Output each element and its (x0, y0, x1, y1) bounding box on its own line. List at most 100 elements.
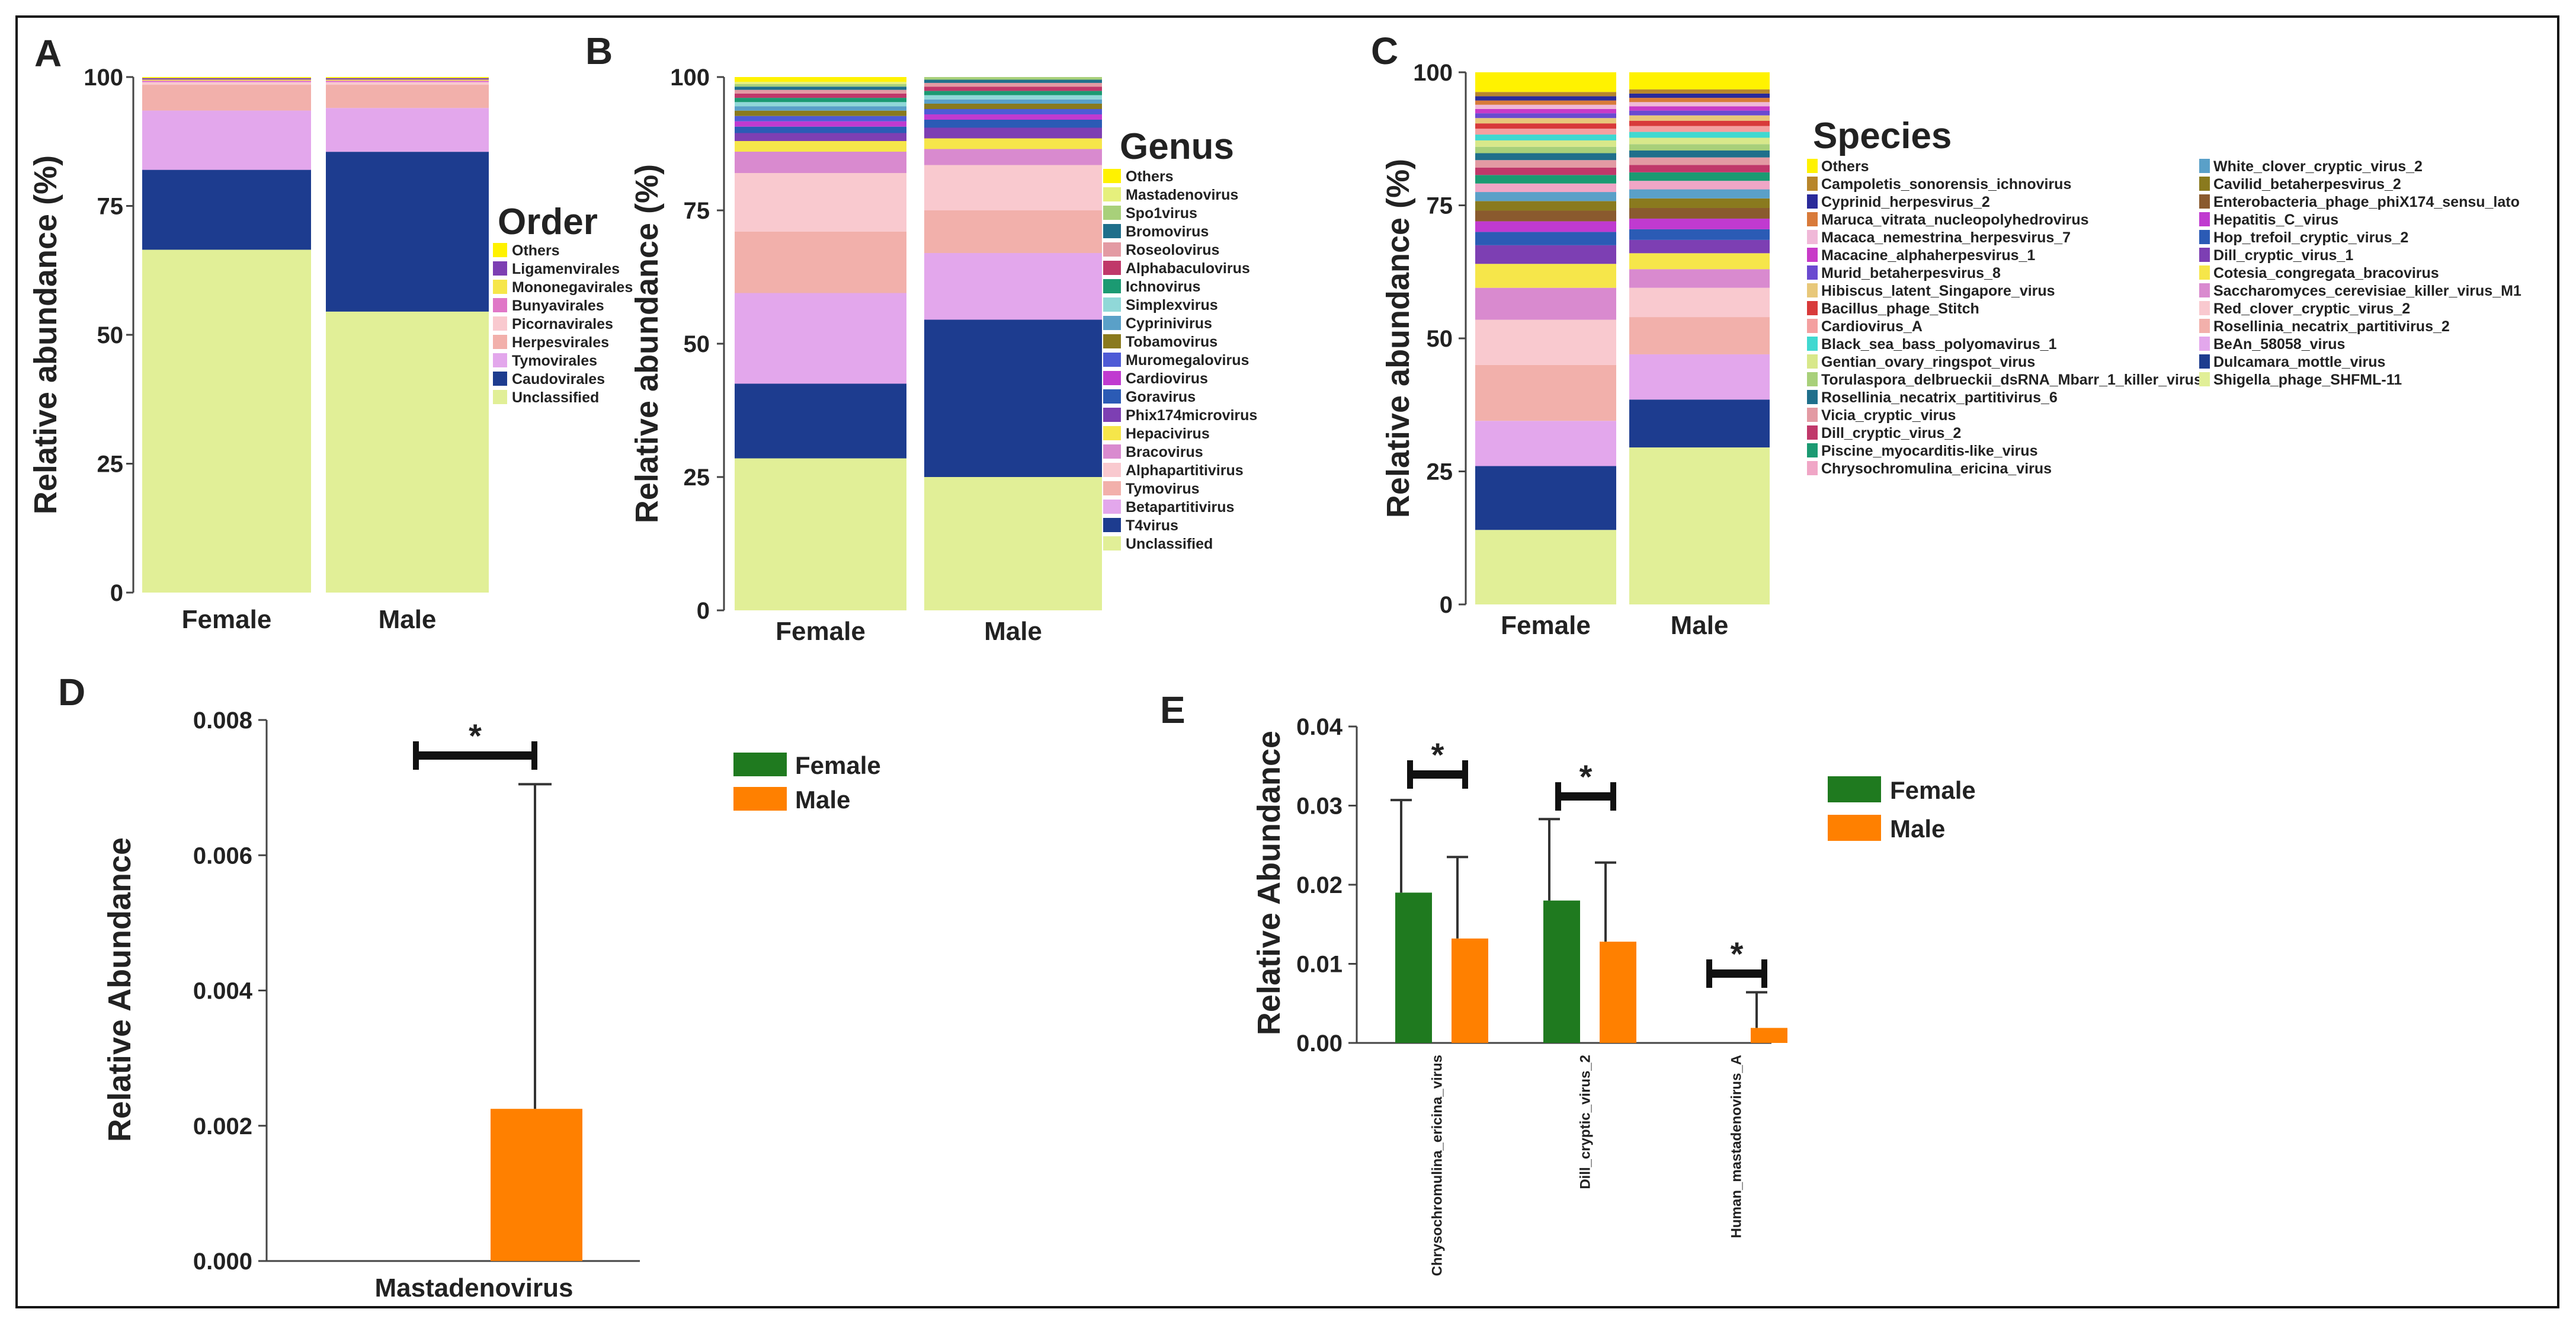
panel-c-bar-female-cotesia-congregata-bracovirus (1475, 264, 1616, 288)
panel-c-legend-label: Others (1821, 158, 1869, 175)
panel-a-bar-male-others (326, 77, 489, 78)
panel-c-bar-female-red-clover-cryptic-virus-2 (1475, 319, 1616, 365)
panel-d-sig-star: * (469, 717, 482, 754)
panel-c-bar-female-enterobacteria-phage-phix174-sensu-lato (1475, 210, 1616, 222)
panel-c-legend-swatch (1807, 230, 1818, 244)
panel-c-bar-male-cotesia-congregata-bracovirus (1629, 253, 1770, 270)
panel-b-legend-swatch (1103, 408, 1121, 422)
panel-c-bar-male-white-clover-cryptic-virus-2 (1629, 189, 1770, 199)
panel-e-bar-chrysochromulina-ericina-virus-female (1395, 892, 1432, 1043)
panel-c-legend-swatch (2199, 177, 2210, 191)
panel-b-legend-swatch (1103, 463, 1121, 477)
panel-c-legend-label: Cyprinid_herpesvirus_2 (1821, 194, 1990, 210)
panel-c-bar-female-hepatitis-c-virus (1475, 221, 1616, 232)
panel-b-bar-male-phix174microvirus (924, 127, 1102, 139)
panel-c-legend-label: Murid_betaherpesvirus_8 (1821, 265, 2001, 281)
panel-c-legend-label: Bacillus_phage_Stitch (1821, 300, 1979, 317)
panel-e-bar-human-mastadenovirus-a-male (1751, 1028, 1787, 1043)
panel-c-legend-label: Enterobacteria_phage_phiX174_sensu_lato (2213, 194, 2520, 210)
panel-c-legend-label: Hepatitis_C_virus (2213, 212, 2338, 228)
panel-c-category-label: Male (1671, 611, 1729, 640)
panel-c-legend-label: White_clover_cryptic_virus_2 (2213, 158, 2423, 175)
panel-b-y-tick-label: 50 (684, 331, 710, 357)
panel-b-legend-label: Tymovirus (1126, 481, 1200, 497)
panel-c-bar-male-dill-cryptic-virus-2 (1629, 165, 1770, 172)
panel-b-legend-swatch (1103, 353, 1121, 367)
panel-c-legend-label: Hibiscus_latent_Singapore_virus (1821, 283, 2055, 299)
panel-d-legend-label: Female (795, 751, 881, 779)
panel-e-y-tick-label: 0.04 (1296, 714, 1343, 740)
chart-layer: A 0 25 50 75 100 Relative abundance (%) Female M… (28, 30, 2521, 1302)
panel-e-letter: E (1160, 689, 1186, 731)
panel-c-bar-female-torulaspora-delbrueckii-dsrna-mbarr-1-killer-virus (1475, 146, 1616, 153)
panel-d-y-tick-label: 0.000 (193, 1249, 252, 1275)
panel-c-legend-swatch (2199, 319, 2210, 333)
panel-a-legend-title: Order (498, 201, 598, 242)
panel-b-legend-label: Others (1126, 168, 1174, 185)
panel-c-legend-label: Dill_cryptic_virus_2 (1821, 425, 1961, 441)
panel-c-bar-male-macaca-nemestrina-herpesvirus-7 (1629, 102, 1770, 107)
panel-c-legend-swatch (2199, 301, 2210, 315)
panel-c-legend-swatch (2199, 159, 2210, 173)
panel-b-category-label: Male (984, 617, 1042, 646)
panel-b-bar-male-cardiovirus (924, 114, 1102, 120)
panel-c-legend-title: Species (1813, 116, 1952, 156)
panel-b-bar-female-bracovirus (735, 152, 906, 173)
panel-d-letter: D (58, 671, 85, 713)
panel-c-legend-swatch (2199, 230, 2210, 244)
panel-b-bar-male-tymovirus (924, 210, 1102, 253)
panel-b-legend-label: Bromovirus (1126, 223, 1209, 240)
panel-b-y-tick-label: 100 (670, 65, 710, 91)
panel-b-legend-label: Simplexvirus (1126, 297, 1218, 313)
panel-b-legend-swatch (1103, 316, 1121, 330)
panel-c-legend-label: Piscine_myocarditis-like_virus (1821, 443, 2037, 459)
panel-b-legend-swatch (1103, 334, 1121, 348)
panel-a-bar-male-bunyavirales (326, 81, 489, 82)
panel-e-legend-swatch (1828, 776, 1881, 802)
panel-b-legend-swatch (1103, 444, 1121, 459)
panel-e-legend-label: Male (1890, 815, 1945, 843)
panel-b-legend-swatch (1103, 169, 1121, 183)
panel-c-legend-label: Chrysochromulina_ericina_virus (1821, 460, 2052, 477)
panel-a-legend-label: Ligamenvirales (512, 261, 620, 277)
panel-b-legend-label: Phix174microvirus (1126, 407, 1257, 424)
panel-b-bar-female-roseolovirus (735, 89, 906, 94)
panel-c-legend-label: Black_sea_bass_polyomavirus_1 (1821, 336, 2057, 353)
panel-c-bar-male-vicia-cryptic-virus (1629, 157, 1770, 165)
panel-c-legend-swatch (1807, 177, 1818, 191)
panel-e-sig-star: * (1579, 758, 1593, 795)
panel-c-legend-label: Macacine_alphaherpesvirus_1 (1821, 247, 2035, 264)
panel-c-bar-male-shigella-phage-shfml-11 (1629, 447, 1770, 604)
panel-c-legend-swatch (1807, 319, 1818, 333)
panel-b-y-tick-label: 75 (684, 198, 710, 224)
panel-a-category-label: Female (182, 605, 272, 634)
panel-c-bar-male-hepatitis-c-virus (1629, 218, 1770, 229)
panel-e-legend-swatch (1828, 815, 1881, 841)
panel-c-legend-label: Torulaspora_delbrueckii_dsRNA_Mbarr_1_ki… (1821, 372, 2202, 388)
panel-b-y-axis-label: Relative abundance (%) (629, 164, 665, 523)
panel-b-bar-female-bromovirus (735, 87, 906, 90)
panel-a-y-tick-label: 75 (97, 194, 124, 220)
panel-c-legend-swatch (1807, 248, 1818, 262)
panel-c-bar-female-others (1475, 72, 1616, 92)
panel-b-bar-female-cyprinivirus (735, 106, 906, 111)
panel-c-bar-male-campoletis-sonorensis-ichnovirus (1629, 89, 1770, 94)
panel-b-legend-label: Roseolovirus (1126, 242, 1219, 258)
panel-c-legend-swatch (2199, 283, 2210, 297)
panel-c-legend-label: Cotesia_congregata_bracovirus (2213, 265, 2439, 281)
panel-c-bar-male-black-sea-bass-polyomavirus-1 (1629, 132, 1770, 138)
panel-c-bar-male-macacine-alphaherpesvirus-1 (1629, 106, 1770, 111)
panel-a-y-tick-label: 0 (110, 580, 123, 606)
panel-c-bar-female-hibiscus-latent-singapore-virus (1475, 118, 1616, 124)
panel-c-bar-male-bean-58058-virus (1629, 354, 1770, 400)
panel-a-legend-swatch (493, 353, 507, 367)
panel-d-category-label: Mastadenovirus (375, 1273, 573, 1302)
panel-a-y-axis-label: Relative abundance (%) (28, 155, 63, 514)
panel-c-legend-swatch (2199, 337, 2210, 351)
panel-a-legend-label: Others (512, 242, 560, 259)
panel-c-legend-swatch (1807, 159, 1818, 173)
panel-c-legend-label: Dill_cryptic_virus_1 (2213, 247, 2353, 264)
panel-e-y-tick-label: 0.01 (1296, 952, 1343, 978)
panel-c-bar-male-gentian-ovary-ringspot-virus (1629, 137, 1770, 145)
panel-a-legend-swatch (493, 316, 507, 331)
